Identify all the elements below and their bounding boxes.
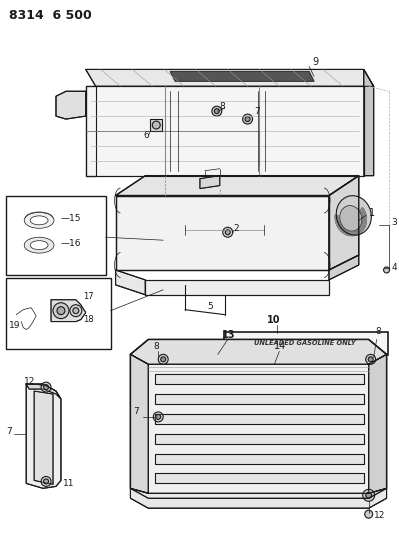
- Text: 1: 1: [369, 208, 375, 219]
- Text: 14: 14: [275, 342, 286, 351]
- Polygon shape: [145, 280, 329, 295]
- Circle shape: [383, 267, 389, 273]
- Bar: [6, 196, 106, 275]
- Polygon shape: [116, 270, 145, 295]
- Polygon shape: [26, 384, 61, 399]
- Polygon shape: [116, 176, 359, 196]
- Bar: [6, 278, 111, 350]
- Polygon shape: [130, 354, 148, 494]
- Circle shape: [41, 382, 51, 392]
- Text: 5: 5: [207, 302, 213, 311]
- Circle shape: [363, 489, 375, 501]
- Polygon shape: [51, 300, 86, 321]
- Ellipse shape: [24, 237, 54, 253]
- Circle shape: [368, 357, 373, 362]
- Text: 2: 2: [234, 224, 239, 233]
- Polygon shape: [130, 340, 387, 364]
- Polygon shape: [155, 374, 364, 384]
- Polygon shape: [34, 391, 53, 484]
- Circle shape: [366, 354, 375, 364]
- Circle shape: [43, 385, 49, 390]
- Text: 8: 8: [153, 342, 159, 351]
- Text: UNLEADED GASOLINE ONLY: UNLEADED GASOLINE ONLY: [254, 341, 356, 346]
- Ellipse shape: [336, 196, 371, 235]
- Ellipse shape: [30, 216, 48, 225]
- Text: 19: 19: [9, 321, 21, 330]
- Circle shape: [214, 109, 219, 114]
- Polygon shape: [86, 69, 373, 86]
- Text: 8: 8: [220, 102, 225, 111]
- Polygon shape: [200, 176, 220, 189]
- Polygon shape: [170, 71, 314, 82]
- Polygon shape: [364, 69, 373, 176]
- Text: 7: 7: [6, 427, 12, 437]
- Text: 12: 12: [373, 511, 385, 520]
- Text: 6: 6: [143, 132, 149, 141]
- Polygon shape: [155, 473, 364, 483]
- Circle shape: [152, 121, 160, 129]
- Polygon shape: [130, 340, 387, 498]
- Text: 12: 12: [24, 377, 36, 386]
- Polygon shape: [155, 414, 364, 424]
- Polygon shape: [86, 86, 96, 176]
- Text: 10: 10: [267, 314, 281, 325]
- Circle shape: [158, 354, 168, 364]
- Polygon shape: [369, 354, 387, 494]
- Polygon shape: [155, 394, 364, 404]
- Polygon shape: [130, 488, 387, 508]
- Text: 18: 18: [83, 315, 93, 324]
- Text: 4: 4: [391, 263, 397, 272]
- Circle shape: [53, 303, 69, 319]
- Text: 3: 3: [391, 218, 397, 227]
- Ellipse shape: [24, 212, 54, 228]
- Circle shape: [57, 306, 65, 314]
- Text: 17: 17: [83, 292, 93, 301]
- Polygon shape: [329, 255, 359, 280]
- Circle shape: [156, 415, 161, 419]
- Ellipse shape: [340, 206, 362, 231]
- Circle shape: [245, 117, 250, 122]
- Text: 13: 13: [222, 329, 235, 340]
- Text: 8314  6 500: 8314 6 500: [9, 10, 92, 22]
- Polygon shape: [56, 91, 86, 119]
- Polygon shape: [86, 86, 364, 176]
- Polygon shape: [26, 384, 61, 488]
- Text: 7: 7: [133, 407, 139, 416]
- Ellipse shape: [30, 241, 48, 249]
- Circle shape: [366, 492, 371, 498]
- Text: 11: 11: [63, 479, 75, 488]
- Circle shape: [70, 305, 82, 317]
- Circle shape: [161, 357, 166, 362]
- Circle shape: [153, 412, 163, 422]
- Text: 9: 9: [312, 56, 318, 67]
- Polygon shape: [155, 434, 364, 443]
- Circle shape: [365, 510, 373, 518]
- Text: —15: —15: [61, 214, 81, 223]
- Polygon shape: [116, 196, 329, 270]
- Circle shape: [243, 114, 253, 124]
- Text: 7: 7: [255, 107, 260, 116]
- Circle shape: [43, 479, 49, 484]
- Polygon shape: [329, 176, 359, 270]
- Text: —16: —16: [61, 239, 81, 248]
- FancyBboxPatch shape: [224, 332, 387, 356]
- Circle shape: [212, 106, 222, 116]
- Circle shape: [41, 477, 51, 487]
- Circle shape: [73, 308, 79, 313]
- Polygon shape: [150, 119, 162, 131]
- Text: 8: 8: [375, 327, 381, 336]
- Polygon shape: [155, 454, 364, 464]
- Circle shape: [223, 227, 233, 237]
- Circle shape: [225, 230, 230, 235]
